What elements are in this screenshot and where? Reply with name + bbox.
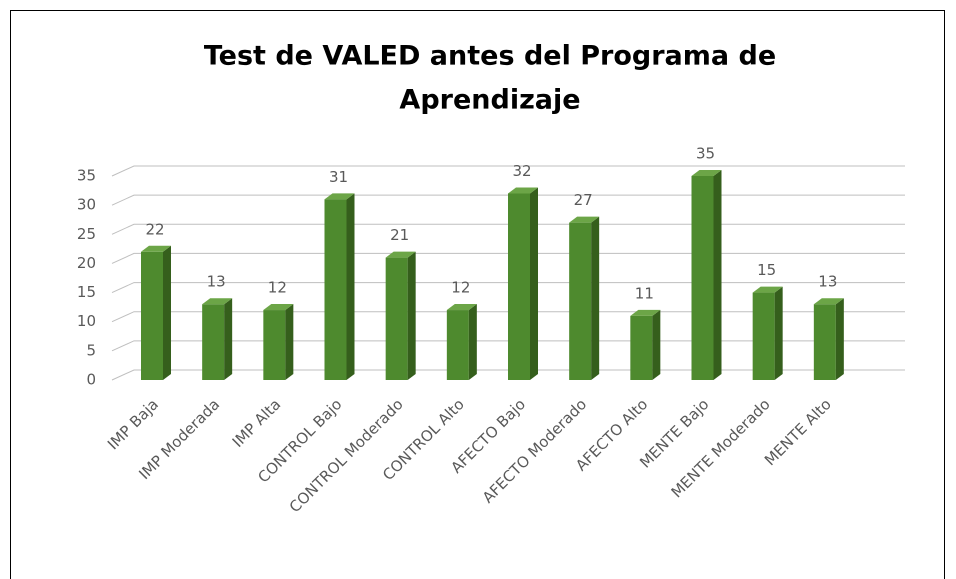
bar-side xyxy=(591,216,600,380)
value-label: 32 xyxy=(512,162,531,180)
grid-line xyxy=(111,194,905,206)
bar-front xyxy=(508,193,530,380)
bar-side xyxy=(163,245,171,380)
y-tick-label: 15 xyxy=(77,283,96,301)
bar-top xyxy=(630,309,661,316)
value-label: 15 xyxy=(757,261,776,279)
grid-line xyxy=(111,165,905,177)
bar-side xyxy=(774,286,783,380)
y-tick-label: 5 xyxy=(86,341,96,359)
chart-title-line-2: Aprendizaje xyxy=(399,85,580,116)
bar-front xyxy=(813,304,836,380)
bar xyxy=(202,298,233,380)
bar-top xyxy=(263,304,294,311)
bar-top xyxy=(446,304,477,311)
value-label: 35 xyxy=(696,145,715,163)
bar-top xyxy=(813,298,844,305)
chart-title: Test de VALED antes del Programa de xyxy=(204,41,776,72)
value-label: 31 xyxy=(329,168,348,186)
bar-side xyxy=(530,187,538,380)
bar-front xyxy=(691,176,714,380)
value-label: 13 xyxy=(818,273,837,291)
y-tick-label: 35 xyxy=(77,167,96,185)
grid-line xyxy=(111,223,905,235)
value-label: 27 xyxy=(574,191,593,209)
bar xyxy=(324,193,355,380)
bar xyxy=(569,216,600,380)
bar xyxy=(691,170,722,380)
bar xyxy=(263,304,294,380)
grid-line xyxy=(111,282,905,294)
grid-line xyxy=(111,252,905,264)
bar-side xyxy=(713,170,722,380)
bar-front xyxy=(324,199,347,380)
value-label: 22 xyxy=(145,220,164,238)
bar-top xyxy=(569,216,600,223)
bar-front xyxy=(141,251,163,380)
value-label: 12 xyxy=(268,279,287,297)
bar xyxy=(630,309,661,380)
bar-side xyxy=(346,193,355,380)
bar-side xyxy=(835,298,844,380)
bar-top xyxy=(508,187,538,194)
y-tick-label: 20 xyxy=(77,254,96,272)
value-label: 13 xyxy=(207,273,226,291)
bar-front xyxy=(263,310,286,380)
bar xyxy=(508,187,538,380)
bar-top xyxy=(385,251,416,258)
bar xyxy=(446,304,477,380)
y-tick-label: 25 xyxy=(77,225,96,243)
bar-side xyxy=(224,298,233,380)
bar-front xyxy=(752,292,775,380)
bar xyxy=(141,245,171,380)
bar-top xyxy=(202,298,233,305)
y-tick-label: 10 xyxy=(77,312,96,330)
bar-side xyxy=(468,304,477,380)
y-tick-label: 30 xyxy=(77,196,96,214)
bar-side xyxy=(285,304,294,380)
bar-top xyxy=(752,286,783,293)
y-tick-label: 0 xyxy=(86,371,96,389)
bar-top xyxy=(691,170,722,176)
bar xyxy=(813,298,844,380)
bar xyxy=(385,251,416,380)
bar-front xyxy=(630,315,653,380)
bar xyxy=(752,286,783,380)
bar-front xyxy=(385,257,408,380)
value-label: 21 xyxy=(390,226,409,244)
bar-side xyxy=(652,309,661,380)
bar-top xyxy=(324,193,355,200)
bar-front xyxy=(202,304,225,380)
bar-front xyxy=(569,222,592,380)
value-label: 11 xyxy=(635,284,654,302)
bar-top xyxy=(141,245,171,252)
value-label: 12 xyxy=(451,279,470,297)
bar-front xyxy=(446,310,469,380)
bar-side xyxy=(407,251,416,380)
